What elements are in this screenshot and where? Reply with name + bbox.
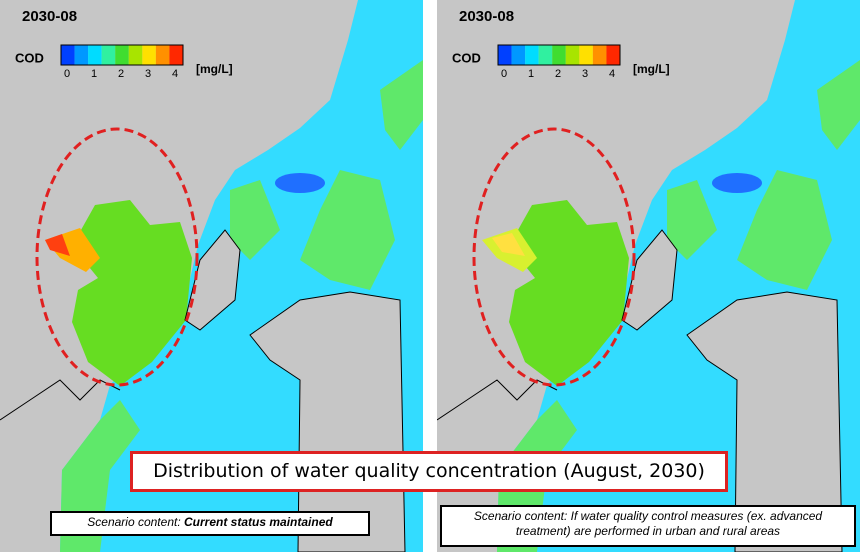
colorbar-cell [61, 45, 75, 65]
colorbar-cell [169, 45, 183, 65]
map-panel: 2030-08 COD 0 1 2 3 4 [mg/L] [437, 0, 860, 552]
colorbar-tick-label: 1 [91, 68, 97, 80]
colorbar-tick-label: 3 [582, 68, 588, 80]
legend-label: COD [452, 50, 481, 65]
date-label: 2030-08 [22, 8, 77, 25]
colorbar-cell [606, 45, 620, 65]
legend-unit: [mg/L] [196, 62, 233, 76]
colorbar-cell [579, 45, 593, 65]
scenario-prefix: Scenario content: [87, 515, 181, 529]
colorbar-cell [74, 45, 89, 65]
colorbar-cell [142, 45, 156, 65]
colorbar-tick-label: 4 [172, 68, 178, 80]
caption: Distribution of water quality concentrat… [130, 451, 728, 492]
scenario-prefix: Scenario content: [473, 509, 568, 523]
legend-unit: [mg/L] [633, 62, 670, 76]
colorbar-tick-label: 2 [118, 68, 124, 80]
colorbar-cell [511, 45, 526, 65]
scenario-text: Current status maintained [184, 515, 333, 529]
colorbar-cell [538, 45, 553, 65]
colorbar-cell [565, 45, 580, 65]
colorbar-frame [60, 44, 184, 66]
colorbar-cell [115, 45, 129, 65]
colorbar-cell [552, 45, 566, 65]
map-panel: 2030-08 COD 0 1 2 3 4 [mg/L] [0, 0, 423, 552]
colorbar-cell [592, 45, 607, 65]
colorbar-cell [155, 45, 170, 65]
scenario-box: Scenario content: If water quality contr… [440, 505, 856, 547]
colorbar-tick-label: 1 [528, 68, 534, 80]
colorbar-cell [525, 45, 539, 65]
scenario-box: Scenario content: Current status maintai… [50, 511, 370, 536]
colorbar-tick-label: 4 [609, 68, 615, 80]
colorbar-cell [128, 45, 143, 65]
scenario-text: If water quality control measures (ex. a… [515, 509, 823, 538]
colorbar-tick-label: 0 [64, 68, 70, 80]
date-label: 2030-08 [459, 8, 514, 25]
colorbar-tick-label: 0 [501, 68, 507, 80]
legend-label: COD [15, 50, 44, 65]
colorbar-cell [88, 45, 102, 65]
colorbar-cell [101, 45, 116, 65]
colorbar-tick-label: 3 [145, 68, 151, 80]
colorbar-frame [497, 44, 621, 66]
colorbar-cell [498, 45, 512, 65]
colorbar-tick-label: 2 [555, 68, 561, 80]
